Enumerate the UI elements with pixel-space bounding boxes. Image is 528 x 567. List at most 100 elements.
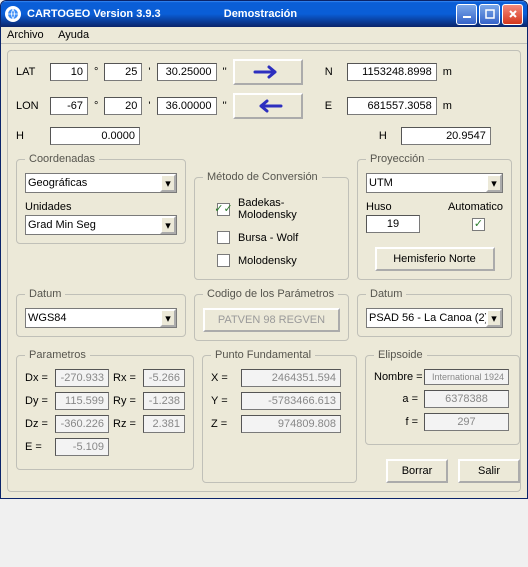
close-button[interactable] — [502, 4, 523, 25]
datum-src-select[interactable]: WGS84 ▾ — [25, 308, 177, 328]
dropdown-arrow-icon: ▾ — [486, 309, 502, 327]
elipsoide-group: Elipsoide Nombre = a = f = — [365, 349, 520, 445]
main-panel: LAT ° ' '' N m LON ° ' '' — [7, 50, 521, 492]
min-sym: ' — [148, 66, 150, 78]
menubar: Archivo Ayuda — [1, 27, 527, 44]
datum-dst-group: Datum PSAD 56 - La Canoa (2) ▾ — [357, 288, 512, 337]
h2-label: H — [379, 130, 397, 142]
f-input — [424, 413, 509, 431]
title-main: CARTOGEO Version 3.9.3 — [27, 8, 161, 20]
dropdown-arrow-icon: ▾ — [160, 309, 176, 327]
chk-molodensky[interactable]: Molodensky — [217, 254, 340, 267]
datum-src-value: WGS84 — [28, 312, 67, 324]
punto-group: Punto Fundamental X = Y = Z = — [202, 349, 357, 483]
h-input[interactable] — [50, 127, 140, 145]
coordenadas-group: Coordenadas Geográficas ▾ Unidades Grad … — [16, 153, 186, 244]
proyeccion-value: UTM — [369, 177, 393, 189]
convert-left-button[interactable] — [233, 93, 303, 119]
dy-label: Dy = — [25, 395, 55, 407]
lon-min-input[interactable] — [104, 97, 142, 115]
dz-label: Dz = — [25, 418, 55, 430]
lat-deg-input[interactable] — [50, 63, 88, 81]
ry-label: Ry = — [113, 395, 143, 407]
e-label: E — [325, 100, 343, 112]
dropdown-arrow-icon: ▾ — [160, 216, 176, 234]
punto-legend: Punto Fundamental — [211, 349, 315, 361]
minimize-button[interactable] — [456, 4, 477, 25]
unidades-select[interactable]: Grad Min Seg ▾ — [25, 215, 177, 235]
datum-src-legend: Datum — [25, 288, 65, 300]
e-unit: m — [443, 100, 452, 112]
chk-molodensky-label: Molodensky — [238, 255, 297, 267]
convert-right-button[interactable] — [233, 59, 303, 85]
chk-bursa[interactable]: Bursa - Wolf — [217, 231, 340, 244]
lat-row: LAT ° ' '' N m — [16, 59, 512, 85]
huso-input[interactable] — [366, 215, 420, 233]
lon-deg-input[interactable] — [50, 97, 88, 115]
datum-dst-value: PSAD 56 - La Canoa (2) — [369, 312, 488, 324]
sec-sym2: '' — [223, 100, 227, 112]
lon-label: LON — [16, 100, 46, 112]
proyeccion-legend: Proyección — [366, 153, 428, 165]
e-label2: E = — [25, 441, 55, 453]
proyeccion-group: Proyección UTM ▾ Huso Automatico ✓ Hem — [357, 153, 512, 280]
app-window: CARTOGEO Version 3.9.3 Demostración Arch… — [0, 0, 528, 499]
lon-row: LON ° ' '' E m — [16, 93, 512, 119]
deg-sym: ° — [94, 66, 98, 78]
title-sub: Demostración — [224, 8, 297, 20]
dy-input — [55, 392, 109, 410]
dx-label: Dx = — [25, 372, 55, 384]
coord-type-select[interactable]: Geográficas ▾ — [25, 173, 177, 193]
min-sym2: ' — [148, 100, 150, 112]
a-label: a = — [374, 393, 424, 405]
lon-sec-input[interactable] — [157, 97, 217, 115]
hemisferio-button[interactable]: Hemisferio Norte — [375, 247, 495, 271]
menu-help[interactable]: Ayuda — [58, 29, 89, 41]
auto-label: Automatico — [448, 201, 503, 213]
parametros-group: Parametros Dx = Dy = Dz = E = Rx = Ry = … — [16, 349, 194, 470]
salir-button[interactable]: Salir — [458, 459, 520, 483]
datum-dst-select[interactable]: PSAD 56 - La Canoa (2) ▾ — [366, 308, 503, 328]
chk-badekas-label: Badekas-Molodensky — [238, 197, 340, 221]
dx-input — [55, 369, 109, 387]
auto-checkbox[interactable]: ✓ — [472, 218, 485, 231]
lat-min-input[interactable] — [104, 63, 142, 81]
ry-input — [143, 392, 185, 410]
y-label: Y = — [211, 395, 241, 407]
h-row: H H m — [16, 127, 512, 145]
x-input — [241, 369, 341, 387]
codigo-group: Codigo de los Parámetros PATVEN 98 REGVE… — [194, 288, 349, 341]
proyeccion-select[interactable]: UTM ▾ — [366, 173, 503, 193]
checkbox-icon: ✓ — [217, 203, 230, 216]
rx-input — [143, 369, 185, 387]
elipsoide-legend: Elipsoide — [374, 349, 427, 361]
coord-type-value: Geográficas — [28, 177, 87, 189]
rz-input — [143, 415, 185, 433]
chk-bursa-label: Bursa - Wolf — [238, 232, 298, 244]
x-label: X = — [211, 372, 241, 384]
n-input[interactable] — [347, 63, 437, 81]
checkbox-icon — [217, 231, 230, 244]
checkbox-icon — [217, 254, 230, 267]
e-input[interactable] — [347, 97, 437, 115]
menu-file[interactable]: Archivo — [7, 29, 44, 41]
datum-dst-legend: Datum — [366, 288, 406, 300]
a-input — [424, 390, 509, 408]
rz-label: Rz = — [113, 418, 143, 430]
h-label: H — [16, 130, 46, 142]
parametros-legend: Parametros — [25, 349, 90, 361]
nombre-input — [424, 369, 509, 385]
lat-sec-input[interactable] — [157, 63, 217, 81]
codigo-button[interactable]: PATVEN 98 REGVEN — [203, 308, 340, 332]
n-unit: m — [443, 66, 452, 78]
nombre-label: Nombre = — [374, 371, 424, 383]
maximize-button[interactable] — [479, 4, 500, 25]
window-buttons — [456, 4, 523, 25]
dropdown-arrow-icon: ▾ — [160, 174, 176, 192]
chk-badekas[interactable]: ✓ Badekas-Molodensky — [217, 197, 340, 221]
y-input — [241, 392, 341, 410]
borrar-button[interactable]: Borrar — [386, 459, 448, 483]
coordenadas-legend: Coordenadas — [25, 153, 99, 165]
h2-input[interactable] — [401, 127, 491, 145]
z-label: Z = — [211, 418, 241, 430]
